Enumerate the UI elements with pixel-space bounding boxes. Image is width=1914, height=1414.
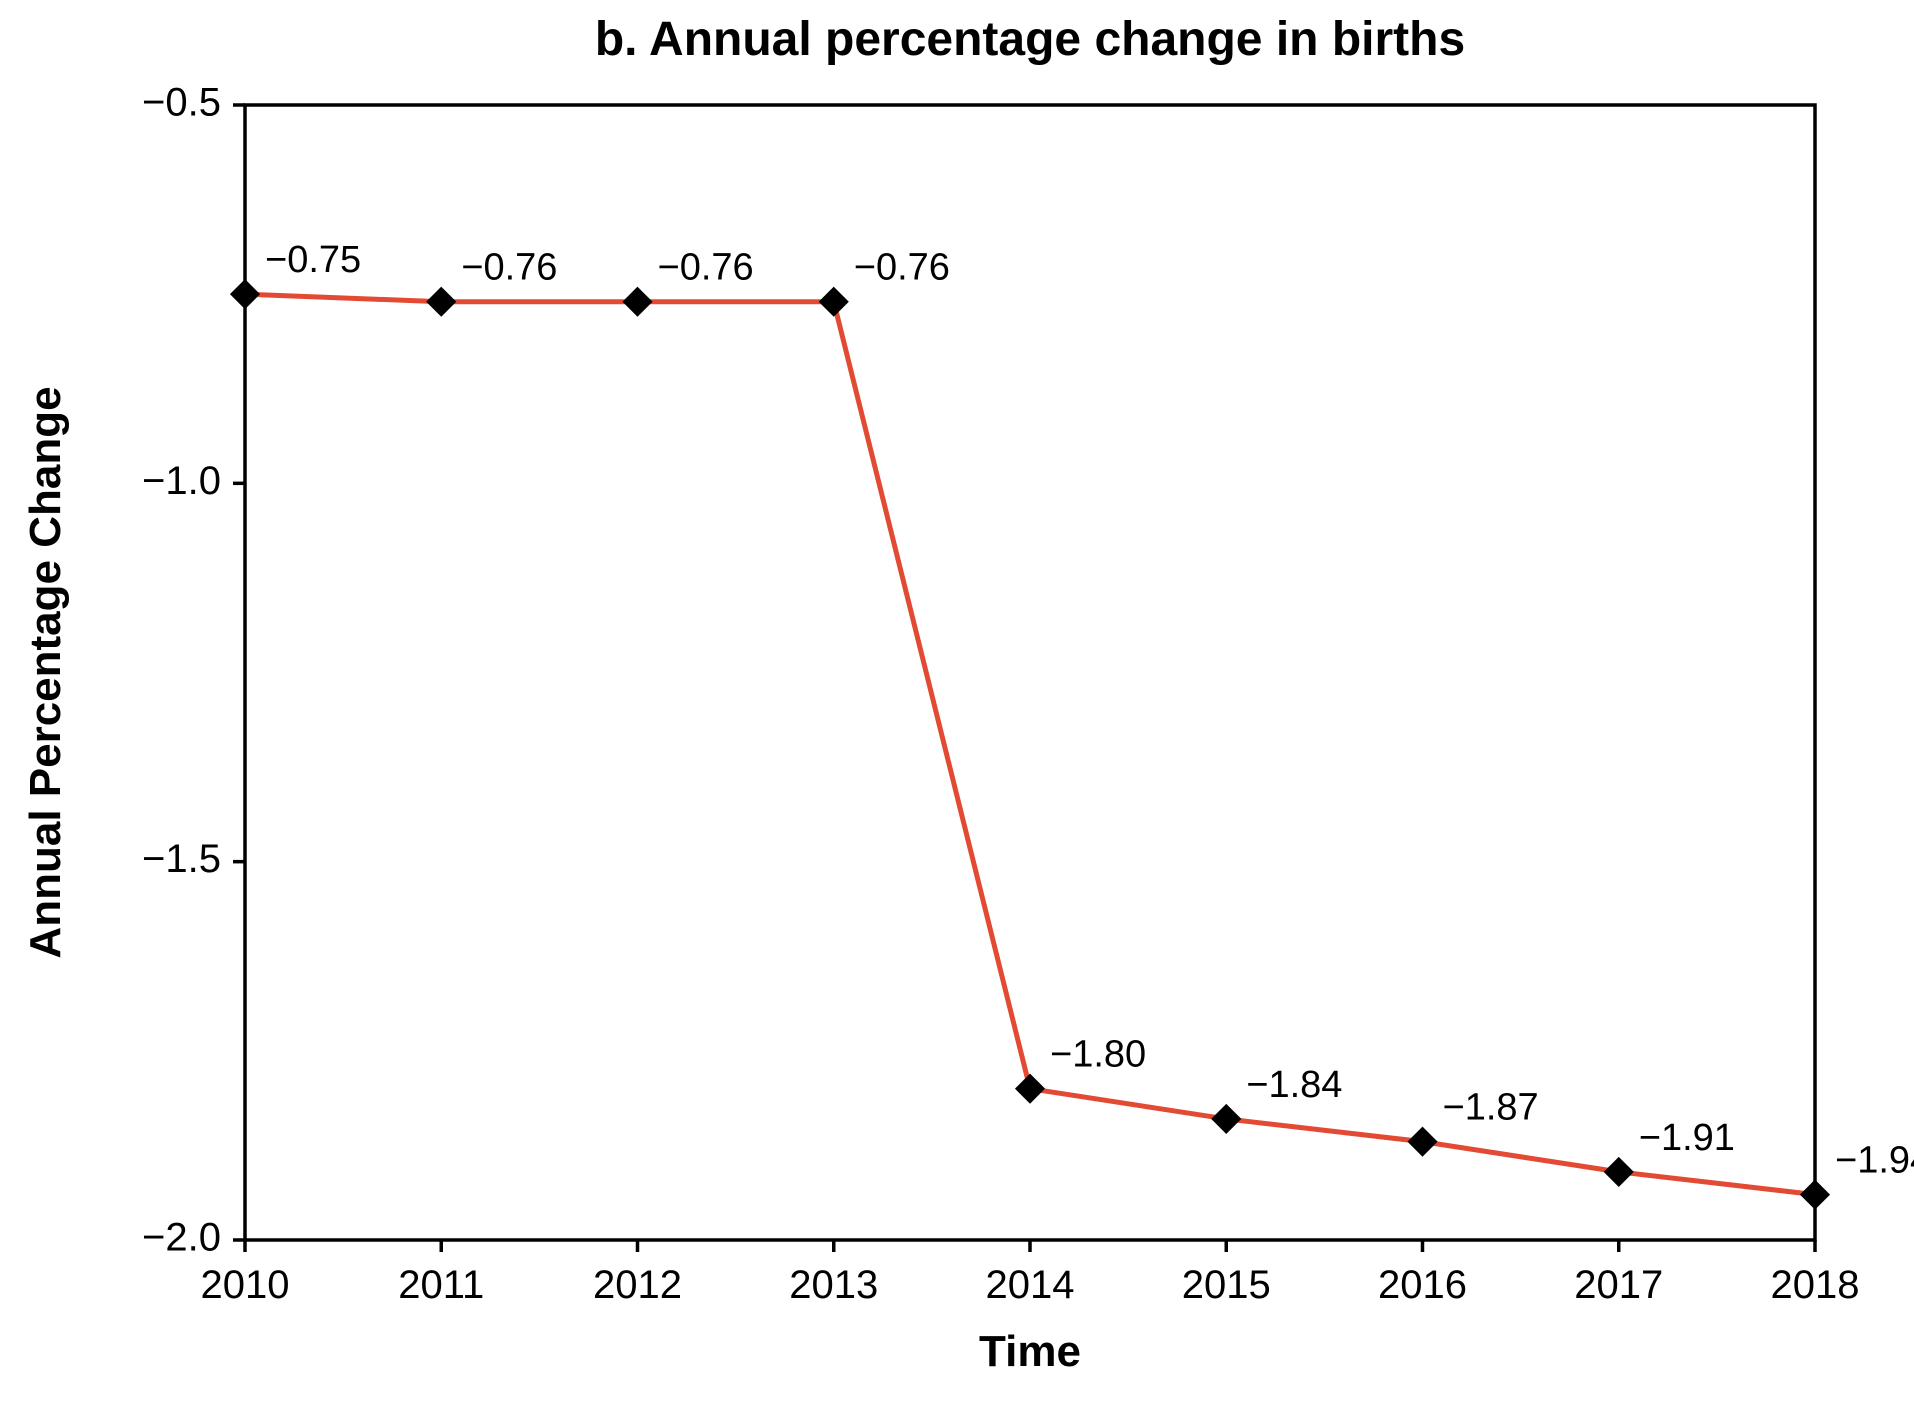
value-label: −0.76	[854, 247, 950, 289]
value-label: −0.75	[265, 239, 361, 281]
value-label: −1.91	[1639, 1117, 1735, 1159]
x-tick-label: 2010	[201, 1263, 290, 1307]
x-tick-label: 2014	[986, 1263, 1075, 1307]
x-axis-label: Time	[979, 1327, 1081, 1376]
y-tick-label: −0.5	[142, 81, 221, 125]
line-chart: b. Annual percentage change in births −0.…	[0, 0, 1914, 1414]
x-tick-label: 2017	[1574, 1263, 1663, 1307]
x-tick-label: 2011	[398, 1263, 484, 1307]
x-tick-label: 2013	[789, 1263, 878, 1307]
value-label: −1.94	[1835, 1140, 1914, 1182]
value-label: −1.84	[1246, 1064, 1342, 1106]
value-label: −1.87	[1443, 1087, 1539, 1129]
x-tick-label: 2012	[593, 1263, 682, 1307]
y-tick-label: −1.0	[142, 459, 221, 503]
chart-background	[0, 0, 1914, 1414]
value-label: −1.80	[1050, 1034, 1146, 1076]
value-label: −0.76	[658, 247, 754, 289]
chart-title: b. Annual percentage change in births	[595, 13, 1465, 66]
x-tick-label: 2016	[1378, 1263, 1467, 1307]
value-label: −0.76	[461, 247, 557, 289]
x-tick-label: 2018	[1771, 1263, 1860, 1307]
y-tick-label: −1.5	[142, 837, 221, 881]
y-tick-label: −2.0	[142, 1216, 221, 1260]
x-tick-label: 2015	[1182, 1263, 1271, 1307]
y-axis-label: Annual Percentage Change	[21, 386, 70, 958]
chart-container: b. Annual percentage change in births −0.…	[0, 0, 1914, 1414]
